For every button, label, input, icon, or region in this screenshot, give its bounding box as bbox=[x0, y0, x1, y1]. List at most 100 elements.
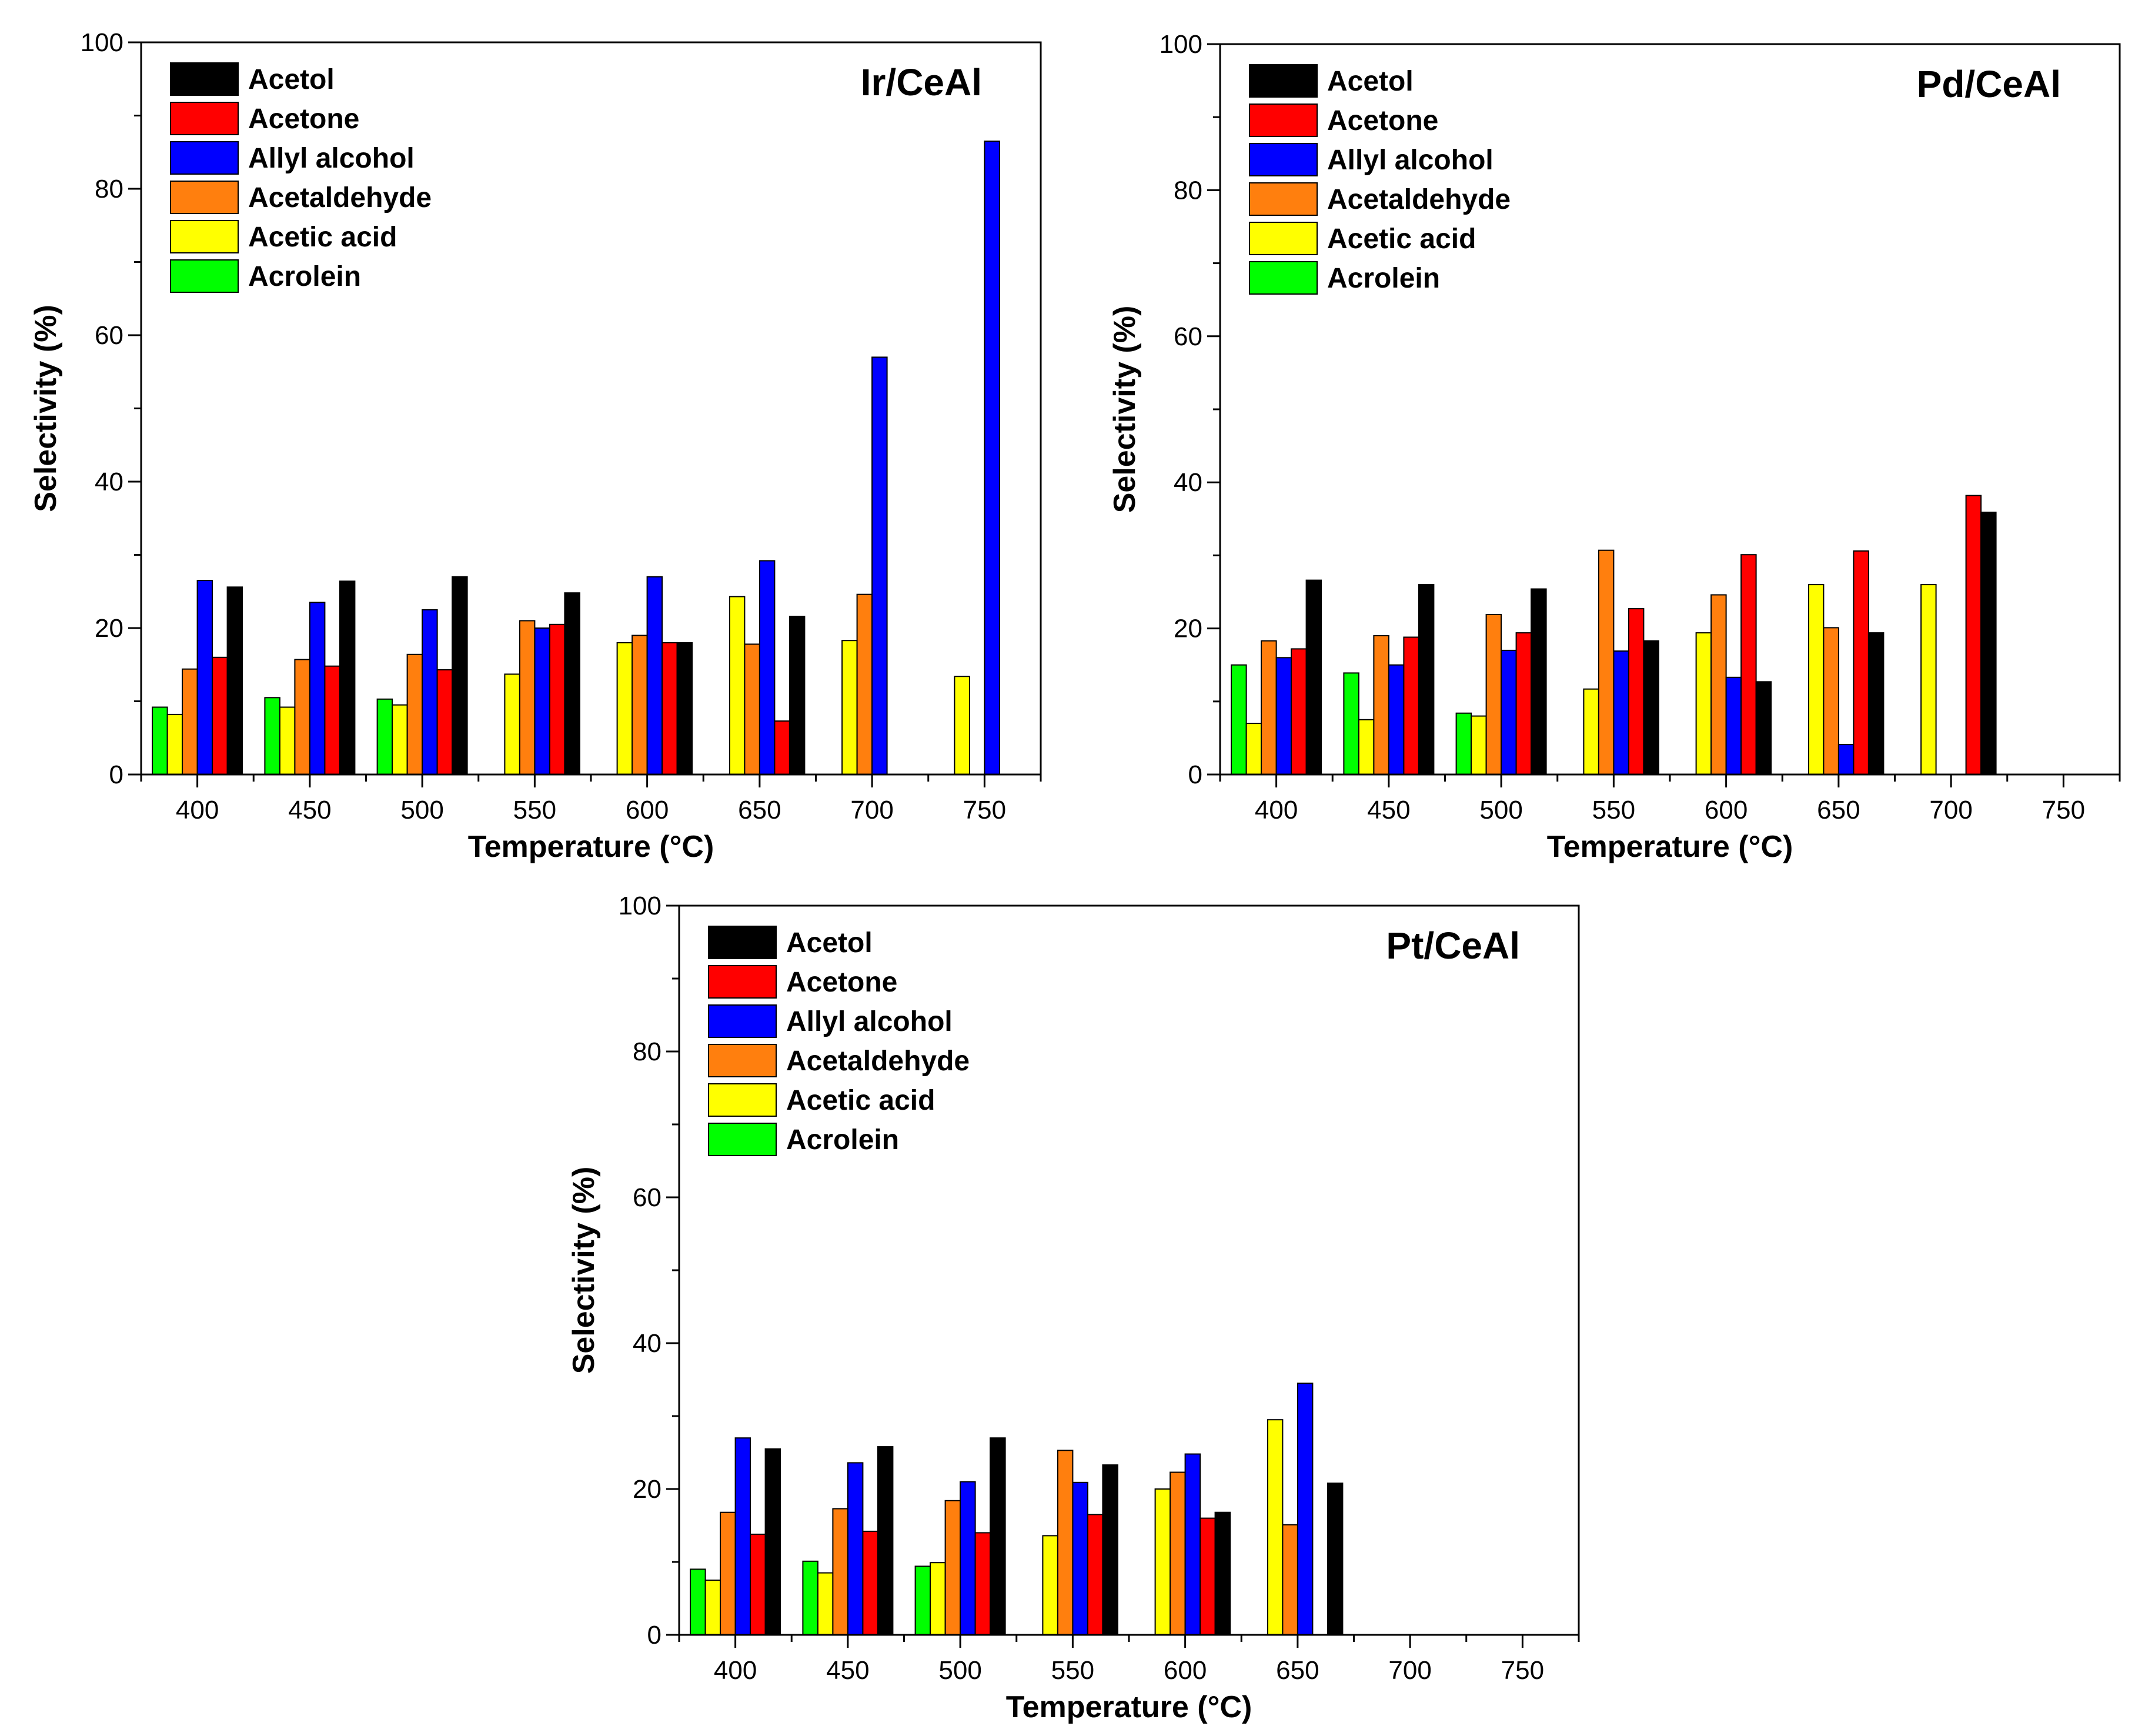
bar-acetaldehyde-450 bbox=[832, 1508, 848, 1635]
y-tick-label: 100 bbox=[1160, 30, 1202, 59]
legend-label-acetic-acid: Acetic acid bbox=[1327, 223, 1476, 255]
x-tick-label: 550 bbox=[1051, 1656, 1094, 1685]
x-tick-label: 550 bbox=[513, 796, 556, 824]
bar-acetone-500 bbox=[436, 669, 453, 775]
bar-acrolein-500 bbox=[1455, 712, 1472, 775]
y-axis-title: Selectivity (%) bbox=[567, 1167, 601, 1374]
legend-label-acetaldehyde: Acetaldehyde bbox=[1327, 184, 1511, 215]
bar-acetaldehyde-600 bbox=[632, 635, 648, 775]
bar-allyl-alcohol-750 bbox=[984, 141, 1000, 776]
bar-acrolein-450 bbox=[1343, 672, 1359, 776]
legend-label-acetone: Acetone bbox=[248, 104, 359, 135]
legend-label-acrolein: Acrolein bbox=[248, 261, 361, 292]
bar-acrolein-400 bbox=[690, 1568, 706, 1635]
bar-acetol-500 bbox=[452, 576, 468, 775]
bar-acetol-550 bbox=[1643, 640, 1659, 775]
x-tick-label: 750 bbox=[2042, 796, 2085, 824]
bar-acetone-700 bbox=[1965, 495, 1982, 775]
bar-allyl-alcohol-400 bbox=[196, 580, 213, 775]
bar-acetol-400 bbox=[764, 1448, 781, 1636]
x-tick-label: 700 bbox=[850, 796, 893, 824]
bar-acetol-700 bbox=[1980, 512, 1997, 775]
legend-label-acrolein: Acrolein bbox=[1327, 263, 1440, 294]
x-tick-label: 450 bbox=[1367, 796, 1410, 824]
legend-label-acetic-acid: Acetic acid bbox=[248, 222, 397, 253]
bar-acetol-600 bbox=[1755, 681, 1772, 776]
bars bbox=[1231, 495, 1997, 776]
x-tick-label: 600 bbox=[1705, 796, 1748, 824]
legend-label-allyl-alcohol: Allyl alcohol bbox=[248, 143, 415, 174]
bar-acetic-acid-700 bbox=[841, 640, 858, 775]
y-tick-label: 40 bbox=[1174, 468, 1202, 497]
y-tick-label: 60 bbox=[95, 321, 123, 350]
x-tick-label: 700 bbox=[1929, 796, 1972, 824]
x-tick-label: 700 bbox=[1388, 1656, 1431, 1685]
bar-allyl-alcohol-700 bbox=[871, 356, 888, 775]
bar-acetic-acid-550 bbox=[1583, 688, 1599, 775]
legend-swatch-acrolein bbox=[708, 1123, 777, 1156]
legend-swatch-acetol bbox=[170, 62, 239, 96]
bar-allyl-alcohol-600 bbox=[646, 576, 663, 775]
y-tick-label: 0 bbox=[647, 1621, 661, 1650]
legend-label-acetol: Acetol bbox=[1327, 66, 1414, 97]
bar-acetic-acid-400 bbox=[1245, 723, 1262, 775]
bar-acetic-acid-650 bbox=[1267, 1419, 1284, 1635]
legend: Acetol Acetone Allyl alcohol Acetaldehyde Ac… bbox=[708, 926, 970, 1156]
bar-acetol-600 bbox=[676, 642, 693, 776]
bar-acetaldehyde-650 bbox=[1282, 1524, 1298, 1636]
x-tick-label: 500 bbox=[400, 796, 443, 824]
x-tick-label: 600 bbox=[1164, 1656, 1207, 1685]
x-tick-label: 400 bbox=[1255, 796, 1298, 824]
legend-swatch-acetone bbox=[708, 965, 777, 999]
bar-acetaldehyde-550 bbox=[519, 620, 536, 775]
bar-acetone-450 bbox=[324, 665, 340, 775]
bar-acetaldehyde-700 bbox=[856, 593, 873, 775]
bar-acetol-650 bbox=[1867, 632, 1885, 775]
bar-acetol-400 bbox=[1305, 579, 1322, 775]
x-tick-label: 500 bbox=[938, 1656, 981, 1685]
legend-label-acetone: Acetone bbox=[786, 967, 897, 998]
bar-allyl-alcohol-450 bbox=[309, 602, 326, 776]
bar-allyl-alcohol-450 bbox=[847, 1462, 864, 1635]
bar-acetic-acid-550 bbox=[1042, 1535, 1058, 1635]
y-tick-label: 0 bbox=[1188, 760, 1202, 789]
x-tick-label: 450 bbox=[826, 1656, 869, 1685]
bar-allyl-alcohol-400 bbox=[1275, 657, 1292, 776]
legend-label-acetic-acid: Acetic acid bbox=[786, 1085, 935, 1116]
bar-acetaldehyde-450 bbox=[1373, 635, 1389, 775]
legend-label-acetaldehyde: Acetaldehyde bbox=[248, 182, 432, 213]
x-axis-title: Temperature (°C) bbox=[468, 830, 714, 864]
bar-acetol-500 bbox=[1531, 588, 1547, 775]
x-tick-label: 600 bbox=[626, 796, 669, 824]
y-axis-title: Selectivity (%) bbox=[1108, 306, 1142, 513]
legend-swatch-acetol bbox=[708, 926, 777, 959]
panel-ir-ceal: 0 20 40 60 80 100 400 450 500 550 600 650 700 750 Temp… bbox=[29, 28, 1042, 864]
legend-swatch-acetaldehyde bbox=[170, 181, 239, 214]
bar-allyl-alcohol-650 bbox=[1297, 1383, 1314, 1635]
bar-acetic-acid-450 bbox=[1358, 719, 1375, 776]
bar-acetaldehyde-400 bbox=[1261, 640, 1277, 775]
bar-acetone-600 bbox=[661, 642, 678, 776]
bar-acetaldehyde-600 bbox=[1710, 594, 1727, 775]
bar-acetic-acid-600 bbox=[616, 642, 633, 776]
bars bbox=[152, 141, 1000, 776]
bar-acetic-acid-600 bbox=[1695, 632, 1712, 775]
bar-acrolein-450 bbox=[802, 1560, 818, 1636]
bar-acetaldehyde-650 bbox=[744, 643, 760, 776]
legend-label-acetaldehyde: Acetaldehyde bbox=[786, 1046, 970, 1077]
bar-allyl-alcohol-500 bbox=[1501, 649, 1517, 776]
bar-acetone-450 bbox=[1403, 636, 1419, 775]
bar-acetic-acid-400 bbox=[704, 1580, 721, 1635]
bar-allyl-alcohol-500 bbox=[960, 1481, 976, 1636]
bar-acetone-550 bbox=[1087, 1514, 1104, 1635]
legend-swatch-acrolein bbox=[170, 259, 239, 293]
legend-label-acetone: Acetone bbox=[1327, 105, 1438, 136]
legend-swatch-allyl-alcohol bbox=[170, 141, 239, 175]
y-tick-label: 40 bbox=[95, 468, 123, 496]
x-tick-label: 400 bbox=[176, 796, 219, 824]
y-tick-label: 100 bbox=[81, 28, 123, 57]
bar-acrolein-500 bbox=[914, 1565, 931, 1635]
bar-allyl-alcohol-500 bbox=[422, 609, 438, 776]
x-tick-label: 650 bbox=[1817, 796, 1860, 824]
bar-acetaldehyde-550 bbox=[1598, 549, 1615, 775]
